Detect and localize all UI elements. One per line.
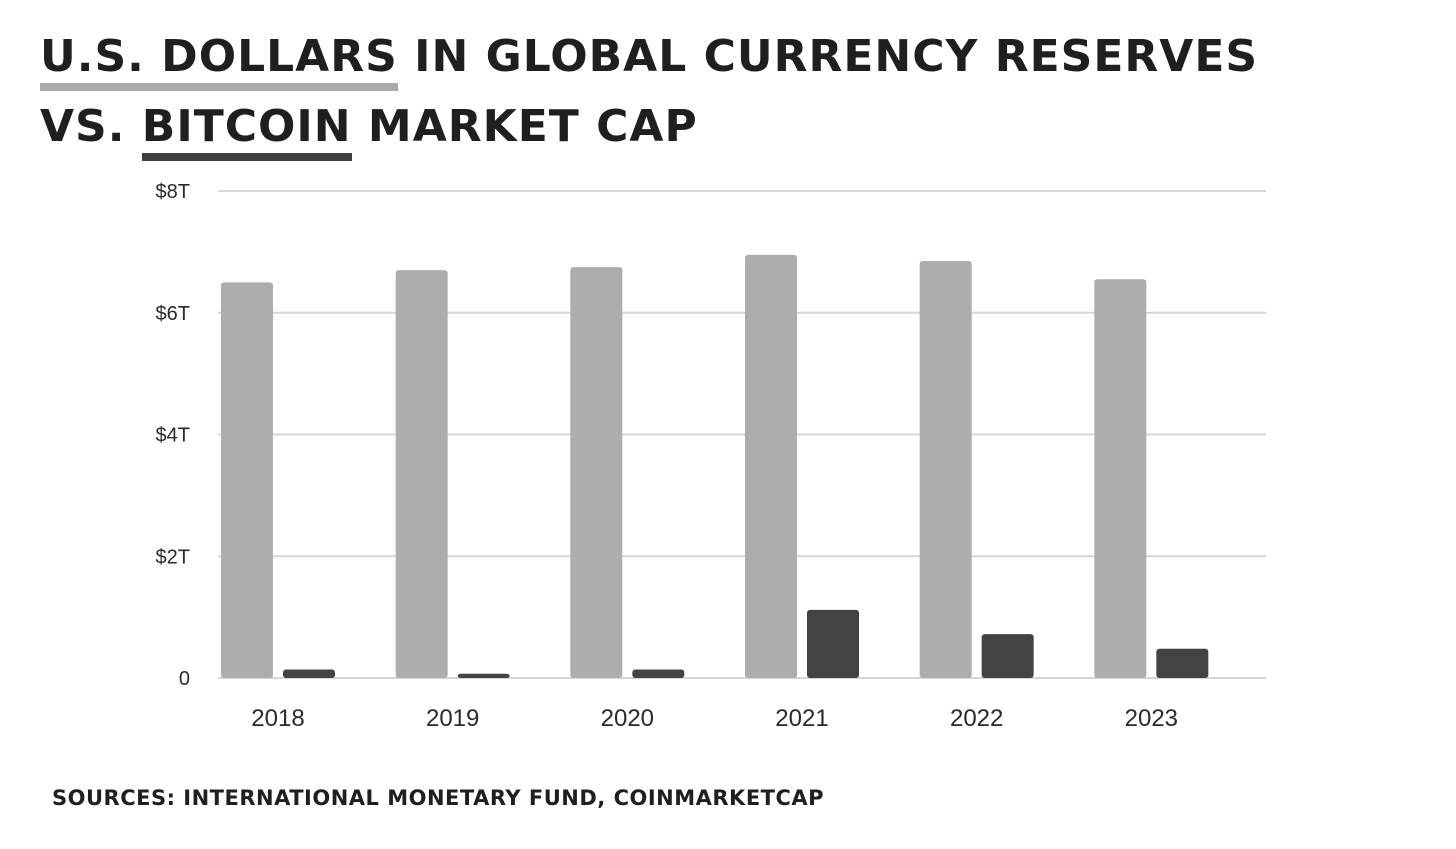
x-tick-label-2020: 2020	[601, 705, 654, 732]
title-line-1: U.S. DOLLARS IN GLOBAL CURRENCY RESERVES	[40, 22, 1258, 92]
x-tick-label-2018: 2018	[251, 705, 304, 732]
bar-btc-2023	[1156, 648, 1209, 678]
y-tick-label: $4T	[156, 425, 190, 447]
x-tick-label-2023: 2023	[1125, 705, 1178, 732]
bars	[221, 254, 1209, 678]
title-line-2: VS. BITCOIN MARKET CAP	[40, 92, 1258, 162]
bar-usd-2021	[745, 254, 797, 678]
bar-btc-2018	[283, 669, 335, 678]
x-tick-label-2022: 2022	[950, 705, 1003, 732]
chart-title: U.S. DOLLARS IN GLOBAL CURRENCY RESERVES…	[40, 22, 1258, 162]
bar-usd-2020	[570, 267, 623, 678]
title-line-1-rest: IN GLOBAL CURRENCY RESERVES	[397, 31, 1259, 82]
title-usd-underlined: U.S. DOLLARS	[40, 31, 398, 91]
y-tick-label: $6T	[156, 303, 190, 325]
y-tick-label: 0	[179, 668, 190, 690]
y-axis-ticks: 0 $2T $4T $6T $8T	[156, 181, 190, 690]
source-note: SOURCES: INTERNATIONAL MONETARY FUND, CO…	[52, 786, 825, 810]
x-tick-label-2019: 2019	[426, 705, 479, 732]
bar-btc-2021	[807, 609, 859, 678]
bar-btc-2022	[981, 634, 1034, 678]
title-vs: VS.	[40, 101, 142, 152]
bar-usd-2022	[919, 261, 972, 678]
bar-chart: 0 $2T $4T $6T $8T 2018 2019 2020 2021 2022 2023	[156, 181, 1266, 732]
title-line-2-rest: MARKET CAP	[351, 101, 698, 152]
bar-btc-2019	[457, 673, 510, 678]
x-axis-ticks: 2018 2019 2020 2021 2022 2023	[251, 705, 1178, 732]
y-tick-label: $2T	[156, 546, 190, 568]
bar-usd-2019	[395, 270, 448, 678]
title-bitcoin-underlined: BITCOIN	[141, 101, 352, 161]
bar-btc-2020	[632, 669, 685, 678]
y-tick-label: $8T	[156, 181, 190, 203]
bar-usd-2018	[221, 282, 273, 678]
gridlines	[218, 190, 1266, 679]
x-tick-label-2021: 2021	[775, 705, 828, 732]
bar-usd-2023	[1094, 279, 1147, 678]
